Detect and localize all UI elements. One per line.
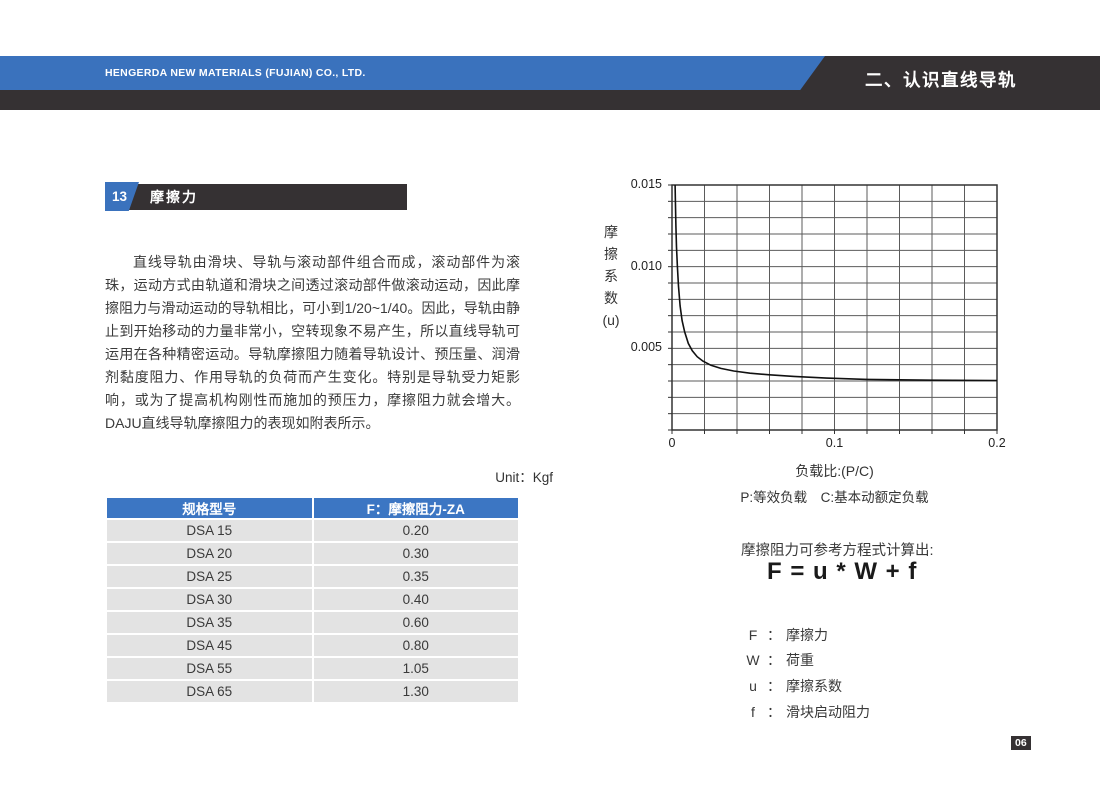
table-cell: 0.35 — [311, 564, 520, 589]
definition-symbol: W — [746, 652, 760, 669]
friction-curve — [674, 184, 998, 382]
definition-colon: ： — [767, 677, 781, 694]
chart-legend-note: P:等效负载 C:基本动额定负载 — [740, 490, 929, 505]
column-header: F：摩擦阻力-ZA — [311, 496, 520, 520]
definition-symbol: F — [748, 626, 758, 643]
table-cell: 1.30 — [311, 679, 520, 704]
table-row: DSA 65 1.30 — [105, 679, 520, 704]
page-header: HENGERDA NEW MATERIALS (FUJIAN) CO., LTD… — [0, 56, 1100, 110]
definition-desc: 滑块启动阻力 — [786, 703, 870, 720]
table-cell: 0.40 — [311, 587, 520, 612]
table-cell: DSA 65 — [105, 679, 314, 704]
x-tick-label: 0.1 — [825, 436, 844, 450]
definition-symbol: f — [751, 703, 755, 720]
formula-definitions: F ： 摩擦力 W ： 荷重 u ： 摩擦系数 f ： 滑块启动阻力 — [744, 622, 870, 724]
formula-intro: 摩擦阻力可参考方程式计算出: — [741, 543, 934, 559]
company-name: HENGERDA NEW MATERIALS (FUJIAN) CO., LTD… — [105, 67, 366, 79]
table-cell: 0.60 — [311, 610, 520, 635]
table-row: DSA 30 0.40 — [105, 587, 520, 612]
chart-ylabel: 摩擦系数 (u) — [598, 221, 624, 331]
friction-chart-svg — [668, 184, 998, 434]
section-heading-bar: 摩擦力 — [108, 184, 407, 210]
company-banner — [0, 56, 825, 90]
definition-desc: 摩擦系数 — [786, 677, 842, 694]
unit-label: Unit：Kgf — [495, 470, 553, 485]
section-number: 13 — [112, 189, 128, 204]
x-tick-label: 0 — [668, 436, 676, 450]
page-number: 06 — [1011, 736, 1031, 750]
formula-equation: F = u * W + f — [767, 558, 918, 585]
table-cell: DSA 15 — [105, 518, 314, 543]
definition-colon: ： — [767, 703, 781, 720]
y-axis-title-char: (u) — [602, 312, 620, 328]
y-axis-title-char: 擦 — [604, 246, 618, 262]
y-tick-label: 0.010 — [630, 258, 662, 273]
table-row: DSA 25 0.35 — [105, 564, 520, 589]
definition-colon: ： — [767, 626, 781, 643]
table-cell: 1.05 — [311, 656, 520, 681]
chapter-title: 二、认识直线导轨 — [865, 70, 1017, 90]
table-cell: 0.20 — [311, 518, 520, 543]
definition-desc: 摩擦力 — [786, 626, 828, 643]
y-tick-label: 0.015 — [630, 177, 662, 191]
table-cell: 0.80 — [311, 633, 520, 658]
definition-row: F ： 摩擦力 — [744, 622, 870, 648]
x-tick-label: 0.2 — [988, 436, 1006, 450]
definition-row: W ： 荷重 — [744, 648, 870, 674]
definition-colon: ： — [767, 652, 781, 669]
definition-symbol: u — [749, 677, 757, 694]
table-row: DSA 35 0.60 — [105, 610, 520, 635]
column-header: 规格型号 — [105, 496, 314, 520]
table-cell: DSA 30 — [105, 587, 314, 612]
friction-table-header-row: 规格型号 F：摩擦阻力-ZA — [105, 496, 520, 520]
table-cell: DSA 45 — [105, 633, 314, 658]
section-title: 摩擦力 — [150, 189, 198, 205]
table-cell: DSA 55 — [105, 656, 314, 681]
chart-xlabel: 负载比:(P/C) — [795, 463, 874, 479]
table-cell: 0.30 — [311, 541, 520, 566]
body-paragraph: 直线导轨由滑块、导轨与滚动部件组合而成，滚动部件为滚珠，运动方式由轨道和滑块之间… — [105, 254, 520, 431]
table-row: DSA 15 0.20 — [105, 518, 520, 543]
table-row: DSA 55 1.05 — [105, 656, 520, 681]
y-axis-title-char: 数 — [604, 290, 618, 306]
table-cell: DSA 20 — [105, 541, 314, 566]
y-axis-title-char: 系 — [604, 268, 618, 284]
definition-row: u ： 摩擦系数 — [744, 673, 870, 699]
table-row: DSA 45 0.80 — [105, 633, 520, 658]
friction-table-body: DSA 15 0.20 DSA 20 0.30 DSA 25 0.35 DSA 30 0.40… — [105, 518, 520, 704]
table-cell: DSA 25 — [105, 564, 314, 589]
y-tick-label: 0.005 — [630, 340, 662, 355]
definition-row: f ： 滑块启动阻力 — [744, 699, 870, 725]
table-cell: DSA 35 — [105, 610, 314, 635]
chart-yticks: 0.005 0.010 0.015 — [624, 177, 666, 430]
definition-desc: 荷重 — [786, 652, 814, 669]
table-row: DSA 20 0.30 — [105, 541, 520, 566]
friction-chart: 摩擦系数 (u) 0.005 0.010 0.015 0 0.1 0.2 负载比:(P/C… — [598, 177, 1028, 515]
y-axis-title-char: 摩 — [604, 224, 618, 240]
friction-table: 规格型号 F：摩擦阻力-ZA DSA 15 0.20 DSA 20 0.30 DSA 25… — [105, 496, 520, 704]
